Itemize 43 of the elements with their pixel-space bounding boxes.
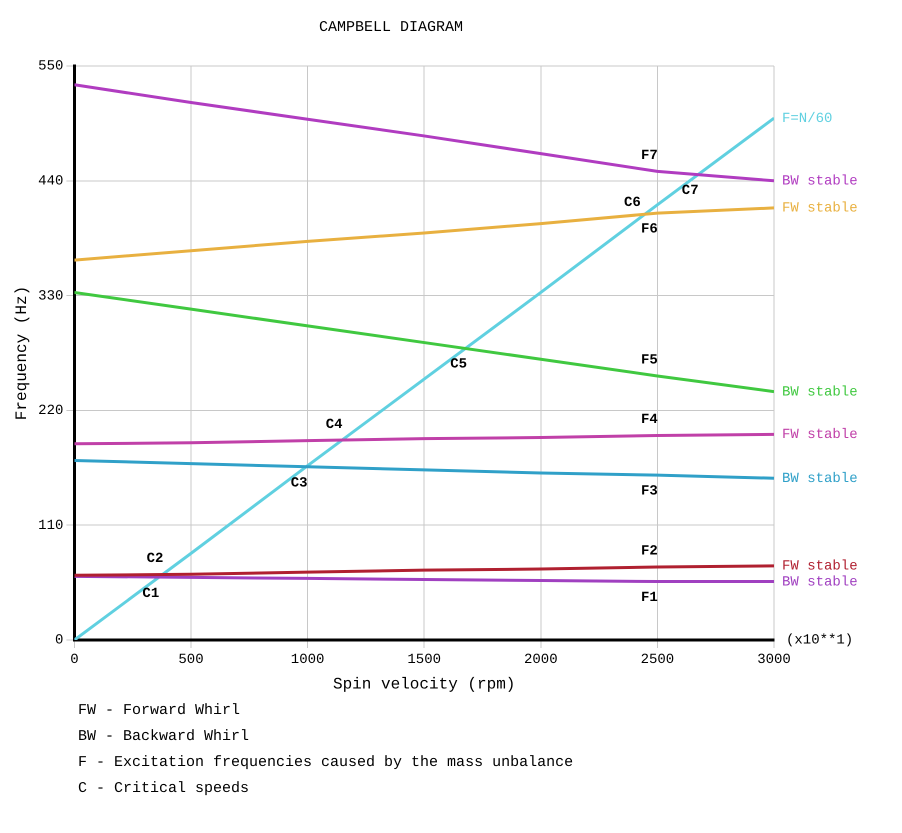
series-label: FW stable	[782, 558, 858, 575]
y-tick-label: 220	[38, 403, 64, 420]
annotation: F5	[640, 352, 658, 368]
y-tick-label: 0	[55, 632, 64, 649]
y-tick-label: 440	[38, 174, 64, 190]
annotation: F3	[640, 484, 658, 500]
x-tick-label: 0	[70, 652, 79, 668]
text: (x10**1)	[786, 632, 854, 649]
x-tick-label: 1500	[407, 652, 442, 668]
series-label: BW stable	[782, 470, 858, 487]
y-axis-title: Frequency (Hz)	[12, 286, 31, 420]
annotation: F6	[640, 222, 658, 238]
text: FW - Forward Whirl	[78, 701, 242, 721]
text: F - Excitation frequencies caused by the mass unbalance	[78, 753, 574, 773]
series-label: BW stable	[782, 574, 858, 590]
x-tick-label: 3000	[757, 652, 791, 668]
y-tick-label: 110	[38, 518, 64, 534]
series-label: FW stable	[782, 200, 858, 217]
annotation: F2	[640, 543, 658, 560]
annotation: F1	[640, 590, 658, 606]
annotation: C6	[624, 194, 641, 211]
annotation: C7	[682, 183, 699, 200]
annotation: C1	[142, 586, 160, 602]
series-label: F=N/60	[782, 110, 832, 127]
x-tick-label: 1000	[290, 652, 324, 668]
series-label: BW stable	[782, 384, 858, 400]
x-tick-label: 2500	[640, 652, 674, 668]
x-axis-title: Spin velocity (rpm)	[332, 676, 516, 694]
y-tick-label: 330	[38, 288, 64, 304]
series-label: BW stable	[782, 174, 858, 190]
annotation: F4	[640, 412, 658, 428]
text: C - Critical speeds	[78, 779, 250, 799]
x-tick-label: 2000	[524, 652, 558, 668]
annotation: C4	[326, 417, 343, 434]
chart-title: CAMPBELL DIAGRAM	[318, 18, 464, 36]
annotation: C3	[290, 475, 308, 492]
y-tick-label: 550	[38, 58, 64, 75]
text: BW - Backward Whirl	[78, 727, 250, 747]
series-label: FW stable	[782, 427, 858, 444]
annotation: F7	[640, 148, 658, 164]
annotation: C5	[450, 356, 468, 372]
x-tick-label: 500	[178, 652, 204, 668]
annotation: C2	[146, 550, 164, 567]
